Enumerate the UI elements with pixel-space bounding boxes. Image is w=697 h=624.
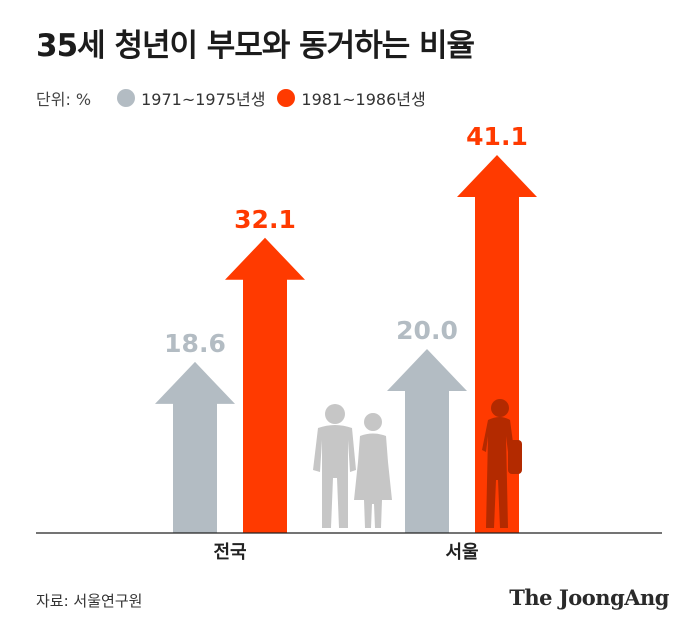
legend-item-series-2: 1981~1986년생 <box>277 86 426 110</box>
x-tick-label-2: 서울 <box>445 542 478 563</box>
source-note: 자료: 서울연구원 <box>36 592 143 610</box>
legend-swatch-series-2 <box>277 89 296 107</box>
legend-label-series-1: 1971~1975년생 <box>141 90 266 109</box>
chart-title: 35세 청년이 부모와 동거하는 비율 <box>36 28 475 64</box>
arrow-bar-2-1 <box>225 237 305 533</box>
unit-label: 단위: % <box>36 90 92 109</box>
x-tick-label-1: 전국 <box>213 542 246 563</box>
publisher-logo: The JoongAng <box>509 585 669 610</box>
data-label-2-2: 41.1 <box>466 122 528 151</box>
parents-silhouette-icon <box>313 404 392 528</box>
data-label-2-1: 32.1 <box>234 205 296 234</box>
data-label-1-2: 20.0 <box>396 316 458 345</box>
arrow-bar-1-1 <box>155 361 235 533</box>
arrow-bar-1-2 <box>387 349 467 533</box>
arrow-bar-2-2 <box>457 155 537 533</box>
legend-swatch-series-1 <box>117 89 136 107</box>
legend-item-series-1: 1971~1975년생 <box>117 86 265 110</box>
data-label-1-1: 18.6 <box>164 329 226 358</box>
legend-label-series-2: 1981~1986년생 <box>301 90 426 109</box>
young-adult-silhouette-icon <box>482 399 522 528</box>
legend: 단위: % 1971~1975년생 1981~1986년생 <box>36 86 438 110</box>
